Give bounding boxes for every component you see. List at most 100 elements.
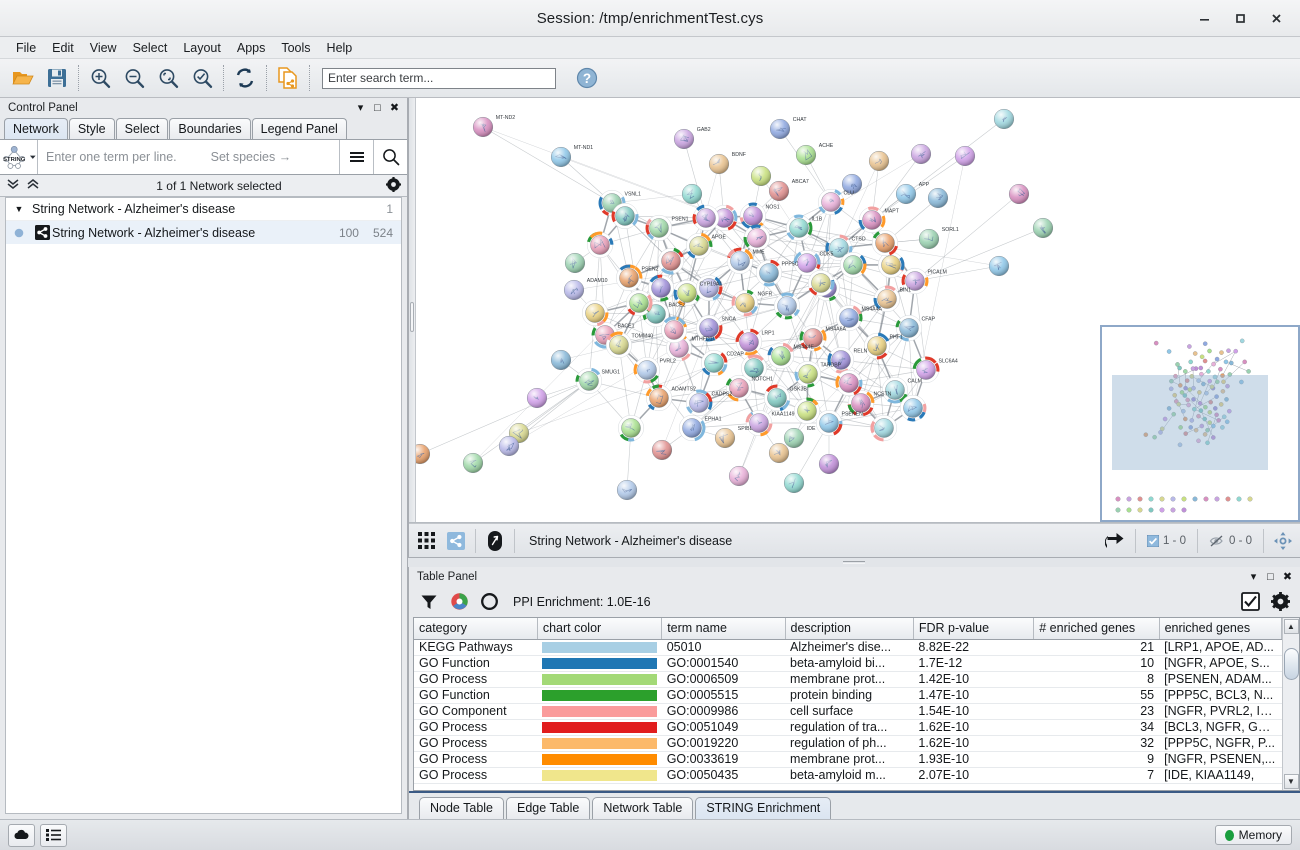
table-row[interactable]: GO Function GO:0005515 protein binding 1.47… — [414, 687, 1282, 704]
donut-chart-icon[interactable] — [475, 589, 503, 615]
network-tree-root[interactable]: ▼ String Network - Alzheimer's disease 1 — [6, 198, 401, 221]
export-image-icon[interactable] — [1101, 527, 1131, 555]
control-panel-menu-icon[interactable]: ▾ — [357, 102, 364, 114]
menu-file[interactable]: File — [16, 40, 37, 55]
minimize-button[interactable] — [1186, 4, 1222, 34]
table-row[interactable]: KEGG Pathways 05010 Alzheimer's dise... 8.8… — [414, 639, 1282, 656]
menu-view[interactable]: View — [89, 40, 117, 55]
tab-network-table[interactable]: Network Table — [592, 797, 694, 819]
memory-led-icon — [1224, 829, 1234, 841]
string-logo-icon[interactable]: STRING — [0, 140, 38, 174]
collapse-all-icon[interactable] — [6, 178, 20, 193]
pie-chart-icon[interactable] — [445, 589, 473, 615]
tab-node-table[interactable]: Node Table — [419, 797, 505, 819]
menu-tools[interactable]: Tools — [281, 40, 311, 55]
filter-funnel-icon[interactable] — [415, 589, 443, 615]
string-options-icon[interactable] — [339, 140, 373, 174]
table-row[interactable]: GO Process GO:0019220 regulation of ph... 1… — [414, 735, 1282, 752]
menu-layout[interactable]: Layout — [183, 40, 221, 55]
zoom-selected-icon[interactable] — [185, 61, 219, 95]
svg-text:CHAT: CHAT — [793, 117, 808, 123]
zoom-fit-icon[interactable] — [151, 61, 185, 95]
scroll-thumb[interactable] — [1283, 648, 1299, 680]
memory-status-button[interactable]: Memory — [1214, 825, 1292, 845]
cell-fdr: 1.54E-10 — [913, 703, 1034, 720]
refresh-icon[interactable] — [228, 61, 262, 95]
edges-selected-label: 0 - 0 — [1228, 534, 1252, 547]
close-button[interactable] — [1258, 4, 1294, 34]
column-description[interactable]: description — [785, 618, 914, 640]
title-bar: Session: /tmp/enrichmentTest.cys — [0, 0, 1300, 37]
tab-select[interactable]: Select — [115, 118, 169, 139]
table-row[interactable]: GO Process GO:0033619 membrane prot... 1.93… — [414, 751, 1282, 768]
cell-gene-count: 34 — [1033, 719, 1160, 736]
table-panel-float-icon[interactable]: □ — [1267, 570, 1274, 583]
table-vertical-scrollbar[interactable]: ▲ ▼ — [1282, 618, 1299, 790]
cloud-icon[interactable] — [8, 823, 35, 847]
column-enriched-genes[interactable]: enriched genes — [1159, 618, 1282, 640]
tree-twisty-icon[interactable]: ▼ — [14, 204, 24, 214]
search-input[interactable]: Enter search term... — [322, 67, 556, 89]
maximize-button[interactable] — [1222, 4, 1258, 34]
column-enriched-gene-count[interactable]: # enriched genes — [1033, 618, 1160, 640]
pan-tool-icon[interactable] — [1268, 527, 1298, 555]
gear-icon[interactable] — [1266, 589, 1294, 615]
tab-network[interactable]: Network — [4, 118, 68, 139]
column-term-name[interactable]: term name — [661, 618, 786, 640]
column-category[interactable]: category — [414, 618, 538, 640]
birds-eye-viewport[interactable] — [1112, 375, 1268, 470]
menu-help[interactable]: Help — [326, 40, 353, 55]
table-row[interactable]: GO Process GO:0051049 regulation of tra...… — [414, 719, 1282, 736]
network-canvas[interactable]: MT-ND2 MT-ND1 VSNL1 GAB2 BDNF CHAT ABCA7 ACHE NO… — [409, 98, 1300, 523]
help-icon[interactable]: ? — [570, 61, 604, 95]
control-panel-float-icon[interactable]: □ — [374, 101, 381, 114]
menu-select[interactable]: Select — [132, 40, 168, 55]
table-row[interactable]: GO Process GO:0006509 membrane prot... 1.42… — [414, 671, 1282, 688]
zoom-out-icon[interactable] — [117, 61, 151, 95]
open-session-icon[interactable] — [6, 61, 40, 95]
svg-text:IDE: IDE — [807, 426, 816, 432]
checkbox-checked-icon[interactable] — [1236, 589, 1264, 615]
export-network-icon[interactable] — [271, 61, 305, 95]
scroll-up-button[interactable]: ▲ — [1283, 619, 1299, 634]
birds-eye-view[interactable] — [1100, 325, 1300, 522]
network-settings-icon[interactable] — [386, 176, 401, 195]
chevron-down-icon — [30, 155, 37, 159]
menu-edit[interactable]: Edit — [52, 40, 74, 55]
table-row[interactable]: GO Process GO:0050435 beta-amyloid m... 2.0… — [414, 767, 1282, 784]
column-chart-color[interactable]: chart color — [537, 618, 663, 640]
table-panel-close-icon[interactable]: ✖ — [1282, 571, 1293, 583]
task-list-icon[interactable] — [40, 823, 67, 847]
tab-style[interactable]: Style — [68, 118, 115, 139]
control-panel-close-icon[interactable]: ✖ — [389, 102, 400, 114]
tab-boundaries[interactable]: Boundaries — [169, 118, 251, 139]
annotation-icon[interactable] — [480, 527, 510, 555]
column-fdr-p-value[interactable]: FDR p-value — [913, 618, 1035, 640]
network-graph[interactable]: MT-ND2 MT-ND1 VSNL1 GAB2 BDNF CHAT ABCA7 ACHE NO… — [409, 98, 1299, 523]
tab-legend-panel[interactable]: Legend Panel — [251, 118, 347, 139]
tab-edge-table[interactable]: Edge Table — [506, 797, 591, 819]
string-search-icon[interactable] — [373, 140, 407, 174]
svg-text:MS4A4E: MS4A4E — [794, 345, 815, 351]
table-row[interactable]: GO Function GO:0001540 beta-amyloid bi... 1… — [414, 655, 1282, 672]
save-session-icon[interactable] — [40, 61, 74, 95]
set-species-link[interactable]: Set species → — [210, 150, 292, 164]
cell-genes: [NGFR, PSENEN,... — [1159, 751, 1282, 768]
tab-string-enrichment[interactable]: STRING Enrichment — [695, 797, 832, 819]
string-term-input[interactable]: Enter one term per line. Set species → — [38, 140, 339, 174]
expand-all-icon[interactable] — [26, 178, 40, 193]
table-header-row: category chart color term name descripti… — [414, 618, 1282, 640]
network-tree-item[interactable]: String Network - Alzheimer's disease 100… — [6, 221, 401, 244]
color-swatch — [542, 769, 657, 781]
horizontal-splitter[interactable] — [408, 558, 1300, 567]
grid-view-icon[interactable] — [411, 527, 441, 555]
table-panel-menu-icon[interactable]: ▾ — [1250, 571, 1257, 583]
table-row[interactable]: GO Component GO:0009986 cell surface 1.54E-… — [414, 703, 1282, 720]
svg-text:BDNF: BDNF — [732, 152, 746, 158]
network-share-view-icon[interactable] — [441, 527, 471, 555]
scroll-down-button[interactable]: ▼ — [1283, 774, 1299, 789]
zoom-in-icon[interactable] — [83, 61, 117, 95]
canvas-left-grip[interactable] — [409, 98, 416, 522]
menu-apps[interactable]: Apps — [236, 40, 266, 55]
